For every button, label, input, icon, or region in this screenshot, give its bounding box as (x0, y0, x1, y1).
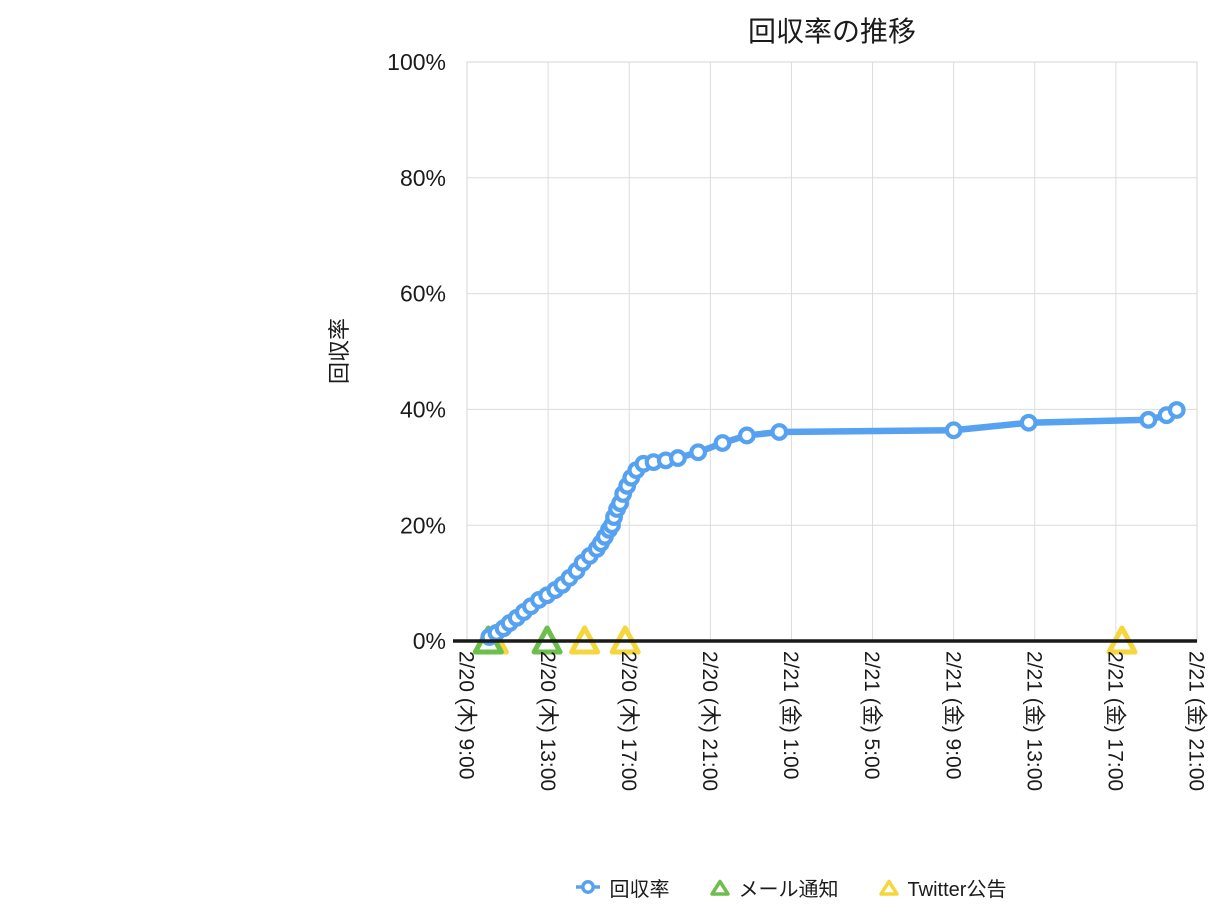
legend-label-recovery-rate: 回収率 (609, 878, 670, 901)
legend-label-twitter-notice: Twitter公告 (907, 878, 1007, 901)
recovery-rate-line (486, 406, 1180, 641)
twitter-notice-marker-icon (878, 879, 899, 896)
y-tick-label: 40% (400, 396, 446, 422)
y-tick-label: 20% (400, 512, 446, 538)
y-tick-label: 80% (400, 165, 446, 191)
legend-item-recovery-rate: 回収率 (575, 873, 670, 902)
plot-border-rect (466, 61, 1198, 642)
x-axis-tick-labels: 2/20 (木) 9:00 2/20 (木) 13:00 2/20 (木) 17:0… (455, 651, 1208, 791)
x-tick-label: 2/20 (木) 21:00 (698, 651, 721, 791)
x-tick-label: 2/20 (木) 9:00 (455, 651, 478, 779)
plot-border (466, 61, 1198, 642)
y-tick-label: 60% (400, 281, 446, 307)
legend: 回収率 メール通知 Twitter公告 (357, 870, 1224, 904)
recovery-rate-point (944, 421, 963, 440)
x-tick-label: 2/21 (金) 5:00 (860, 651, 883, 779)
data-series (472, 401, 1186, 655)
x-tick-label: 2/21 (金) 13:00 (1022, 651, 1045, 791)
mail-notice-marker-icon (709, 879, 730, 896)
x-tick-label: 2/20 (木) 17:00 (617, 651, 640, 791)
x-tick-label: 2/21 (金) 9:00 (941, 651, 964, 779)
recovery-rate-point (770, 423, 789, 441)
recovery-rate-marker-icon (575, 880, 600, 894)
y-axis-title: 回収率 (327, 318, 352, 384)
y-tick-label: 100% (387, 49, 446, 75)
gridlines (466, 61, 1198, 641)
recovery-rate-point (713, 434, 732, 452)
y-tick-label: 0% (413, 628, 446, 654)
legend-item-mail-notice: メール通知 (709, 873, 839, 902)
x-tick-label: 2/21 (金) 21:00 (1185, 651, 1208, 791)
x-tick-label: 2/20 (木) 13:00 (536, 651, 559, 791)
y-axis-tick-labels: 0% 20% 40% 60% 80% 100% (387, 49, 446, 654)
legend-item-twitter-notice: Twitter公告 (878, 873, 1007, 902)
x-tick-label: 2/21 (金) 17:00 (1104, 651, 1127, 791)
recovery-rate-point (1167, 401, 1186, 419)
recovery-rate-point (668, 449, 687, 467)
recovery-rate-point (737, 426, 756, 445)
x-tick-label: 2/21 (金) 1:00 (779, 651, 802, 779)
legend-label-mail-notice: メール通知 (738, 878, 839, 901)
recovery-rate-point (1019, 413, 1038, 432)
recovery-rate-point (689, 443, 708, 462)
recovery-rate-point (1139, 410, 1158, 429)
chart-title: 回収率の推移 (747, 16, 916, 47)
